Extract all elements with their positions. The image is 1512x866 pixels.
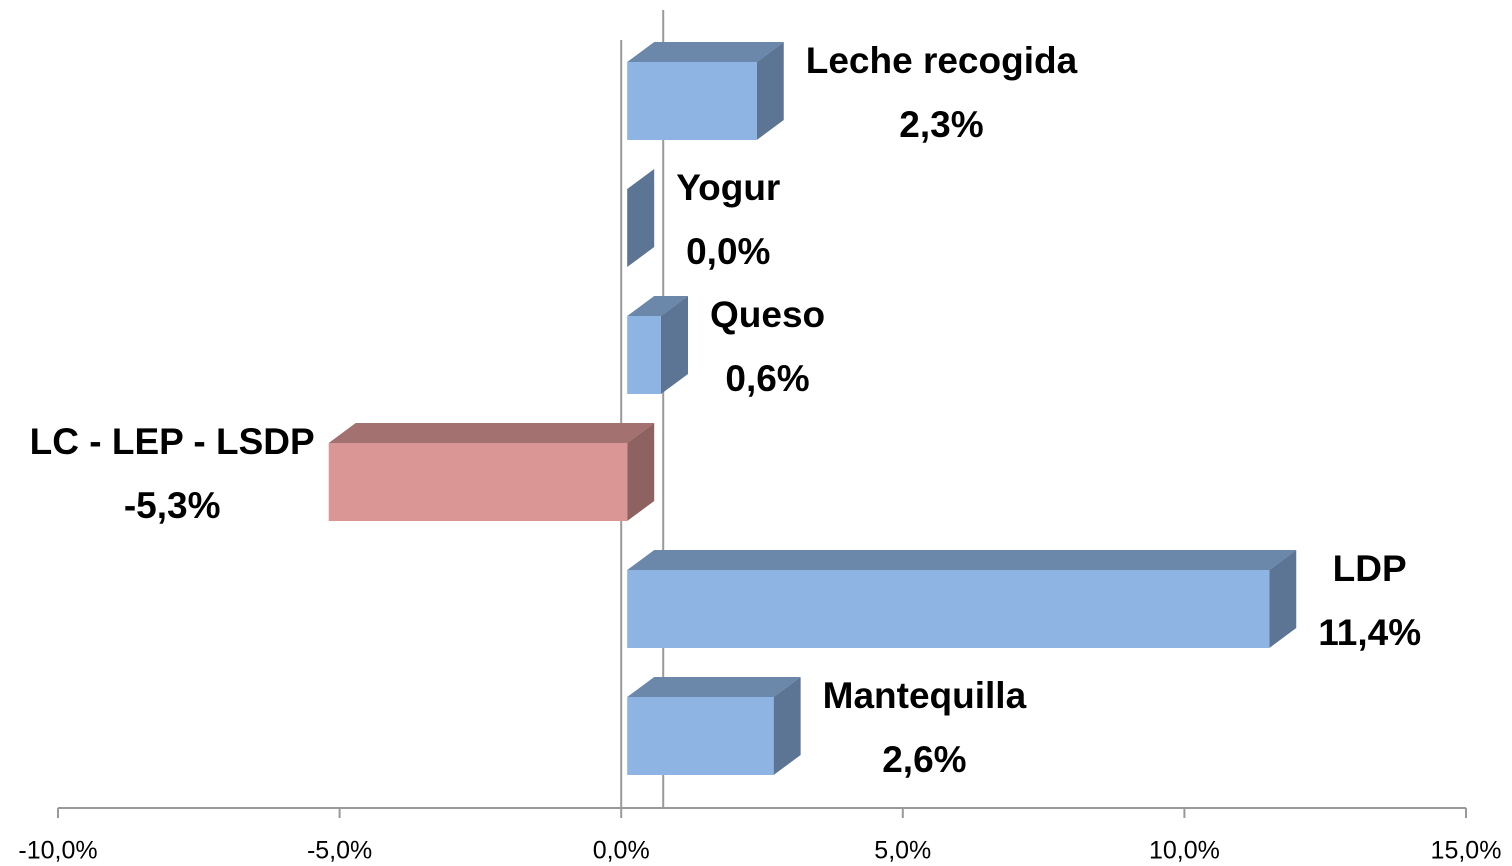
category-label: Mantequilla (823, 675, 1027, 716)
bar-top (627, 550, 1297, 570)
category-label: Queso (710, 294, 825, 335)
bar (627, 316, 661, 394)
category-label: Leche recogida (806, 40, 1078, 81)
category-label: LDP (1333, 548, 1407, 589)
category-label: Yogur (676, 167, 780, 208)
bar (627, 570, 1270, 648)
bar-side (1269, 550, 1297, 648)
value-label: 0,6% (725, 358, 809, 399)
bar-side (773, 677, 801, 775)
category-label: LC - LEP - LSDP (30, 421, 315, 462)
x-tick-label: -10,0% (18, 837, 97, 865)
x-tick-label: 0,0% (593, 837, 650, 865)
value-label: 11,4% (1318, 612, 1421, 653)
x-tick-label: 5,0% (874, 837, 931, 865)
bar-side (660, 296, 688, 394)
value-label: 2,6% (882, 739, 966, 780)
bar (328, 443, 628, 521)
x-tick-label: -5,0% (307, 837, 372, 865)
bar-top (627, 677, 801, 697)
x-tick-label: 10,0% (1149, 837, 1220, 865)
value-label: 2,3% (899, 104, 983, 145)
bar (627, 62, 757, 140)
bar-top (328, 423, 655, 443)
value-label: -5,3% (124, 485, 221, 526)
x-tick-label: 15,0% (1431, 837, 1502, 865)
bar-side (756, 42, 784, 140)
bar-side (627, 169, 655, 267)
bar-side (627, 423, 655, 521)
bar-top (627, 42, 784, 62)
value-label: 0,0% (686, 231, 770, 272)
bar-top (627, 296, 688, 316)
bar (627, 697, 774, 775)
